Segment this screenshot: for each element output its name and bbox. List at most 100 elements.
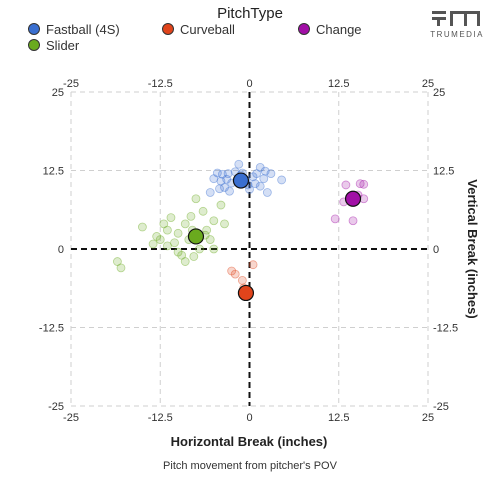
legend-item-slider[interactable]: Slider xyxy=(28,38,79,53)
point-change xyxy=(355,179,365,189)
point-slider xyxy=(170,238,179,248)
legend-dot-curveball xyxy=(162,23,174,35)
point-fastball-4s xyxy=(217,169,227,179)
average-marker-change xyxy=(344,190,362,207)
y-tick-label-right: -25 xyxy=(433,401,449,413)
trumedia-logo-text: TRUMEDIA xyxy=(430,30,484,39)
x-tick-label-top: 25 xyxy=(422,78,434,90)
point-slider xyxy=(205,235,215,244)
points-layer xyxy=(113,159,369,293)
point-slider xyxy=(166,213,176,223)
point-slider xyxy=(159,219,169,229)
x-axis-label: Horizontal Break (inches) xyxy=(171,434,328,449)
point-slider xyxy=(209,216,219,226)
point-fastball-4s xyxy=(234,159,244,169)
y-tick-label-right: 12.5 xyxy=(433,166,454,178)
y-tick-label-left: 0 xyxy=(58,244,64,256)
point-change xyxy=(341,180,351,190)
point-slider xyxy=(173,247,183,257)
x-tick-label-bottom: -12.5 xyxy=(148,412,173,424)
point-fastball-4s xyxy=(225,186,234,196)
point-fastball-4s xyxy=(259,174,269,184)
y-tick-label-left: -12.5 xyxy=(39,323,64,335)
point-fastball-4s xyxy=(220,183,229,192)
point-fastball-4s xyxy=(209,174,219,184)
point-slider xyxy=(162,225,172,235)
point-fastball-4s xyxy=(262,188,272,197)
legend-label-slider: Slider xyxy=(46,38,80,53)
average-markers-layer xyxy=(187,172,362,302)
point-slider xyxy=(155,235,165,244)
x-tick-label-bottom: -25 xyxy=(63,412,79,424)
point-change xyxy=(330,214,340,224)
point-slider xyxy=(113,257,122,266)
point-fastball-4s xyxy=(255,181,265,191)
point-slider xyxy=(152,232,162,241)
point-fastball-4s xyxy=(245,184,254,194)
average-marker-curveball xyxy=(237,284,255,302)
chart-caption: Pitch movement from pitcher's POV xyxy=(163,460,338,472)
point-slider xyxy=(195,244,204,254)
legend-item-curveball[interactable]: Curveball xyxy=(162,22,235,37)
point-curveball xyxy=(248,260,258,270)
x-tick-label-top: -25 xyxy=(63,78,79,90)
legend-dot-slider xyxy=(28,39,40,51)
point-curveball xyxy=(230,269,240,279)
point-slider xyxy=(209,244,219,254)
point-slider xyxy=(180,219,190,229)
point-slider xyxy=(216,200,226,210)
legend-label-change: Change xyxy=(316,22,362,37)
point-fastball-4s xyxy=(266,169,276,179)
x-tick-label-top: 12.5 xyxy=(328,78,349,90)
average-marker-slider xyxy=(187,228,205,245)
point-slider xyxy=(220,219,229,229)
point-slider xyxy=(148,239,158,249)
point-fastball-4s xyxy=(216,176,226,186)
legend-dot-fastball xyxy=(28,23,40,35)
legend-label-curveball: Curveball xyxy=(180,22,235,37)
y-tick-label-right: -12.5 xyxy=(433,323,458,335)
point-fastball-4s xyxy=(255,162,265,172)
point-fastball-4s xyxy=(277,175,287,185)
trumedia-logo-icon xyxy=(432,10,484,26)
point-fastball-4s xyxy=(260,166,270,176)
y-tick-label-right: 25 xyxy=(433,87,445,99)
point-slider xyxy=(189,252,199,261)
point-fastball-4s xyxy=(205,188,215,197)
x-tick-label-bottom: 12.5 xyxy=(328,412,349,424)
point-fastball-4s xyxy=(222,174,232,184)
x-tick-label-bottom: 25 xyxy=(422,412,434,424)
legend-label-fastball: Fastball (4S) xyxy=(46,22,120,37)
y-tick-label-left: -25 xyxy=(48,401,64,413)
y-tick-label-left: 12.5 xyxy=(43,166,64,178)
trumedia-logo: TRUMEDIA xyxy=(418,10,484,39)
point-fastball-4s xyxy=(212,168,222,178)
point-slider xyxy=(162,241,172,251)
zero-lines xyxy=(71,92,428,406)
average-marker-fastball-4s xyxy=(232,172,250,189)
legend-item-fastball[interactable]: Fastball (4S) xyxy=(28,22,120,37)
point-fastball-4s xyxy=(215,184,224,194)
y-tick-label-left: 25 xyxy=(52,87,64,99)
point-slider xyxy=(202,225,212,235)
point-fastball-4s xyxy=(248,172,258,182)
x-tick-label-top: -12.5 xyxy=(148,78,173,90)
y-axis-label: Vertical Break (inches) xyxy=(465,179,480,318)
point-slider xyxy=(198,206,208,216)
legend-item-change[interactable]: Change xyxy=(298,22,362,37)
x-tick-label-bottom: 0 xyxy=(246,412,252,424)
point-change xyxy=(348,216,358,226)
x-tick-label-top: 0 xyxy=(246,78,252,90)
y-tick-label-right: 0 xyxy=(433,244,439,256)
point-slider xyxy=(191,194,201,204)
point-fastball-4s xyxy=(250,179,260,189)
point-slider xyxy=(177,250,187,260)
legend-dot-change xyxy=(298,23,310,35)
point-change xyxy=(359,179,369,189)
point-curveball xyxy=(227,266,237,276)
point-curveball xyxy=(237,275,247,285)
point-slider xyxy=(137,222,147,232)
legend-title: PitchType xyxy=(217,5,283,22)
